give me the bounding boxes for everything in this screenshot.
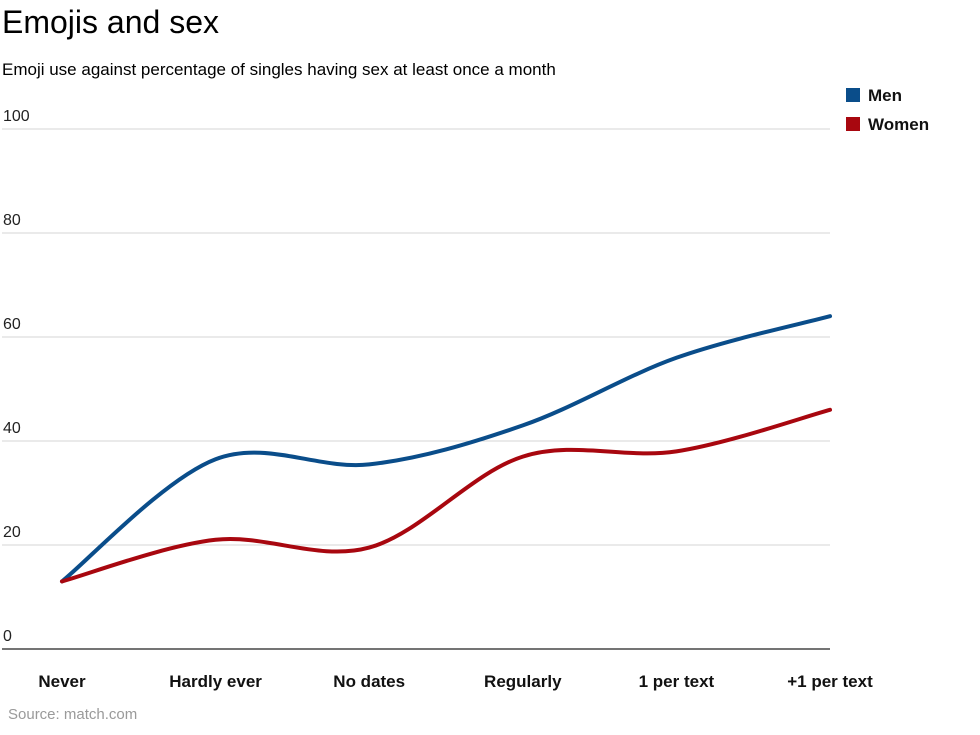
source-note: Source: match.com	[8, 706, 138, 723]
x-tick-labels: Never Hardly ever No dates Regularly 1 per t…	[38, 672, 873, 691]
legend-label-men: Men	[868, 86, 902, 105]
y-tick-label: 20	[3, 524, 21, 541]
x-tick-label: +1 per text	[787, 672, 873, 691]
series-line-women	[60, 407, 832, 584]
gridlines	[2, 128, 830, 650]
legend-label-women: Women	[868, 115, 929, 134]
y-tick-label: 0	[3, 628, 12, 645]
x-tick-label: Hardly ever	[169, 672, 262, 691]
chart-title: Emojis and sex	[2, 4, 219, 40]
x-tick-label: Regularly	[484, 672, 562, 691]
y-tick-label: 100	[3, 108, 30, 125]
chart-subtitle: Emoji use against percentage of singles …	[2, 60, 556, 79]
y-tick-label: 80	[3, 212, 21, 229]
series-lines	[60, 314, 832, 584]
series-line-men	[60, 314, 832, 584]
legend: Men Women	[846, 86, 929, 134]
x-tick-label: No dates	[333, 672, 405, 691]
legend-swatch-women	[846, 117, 860, 131]
x-tick-label: 1 per text	[639, 672, 715, 691]
x-tick-label: Never	[38, 672, 86, 691]
legend-swatch-men	[846, 88, 860, 102]
y-tick-label: 40	[3, 420, 21, 437]
y-tick-labels: 100 80 60 40 20 0	[3, 108, 30, 645]
y-tick-label: 60	[3, 316, 21, 333]
